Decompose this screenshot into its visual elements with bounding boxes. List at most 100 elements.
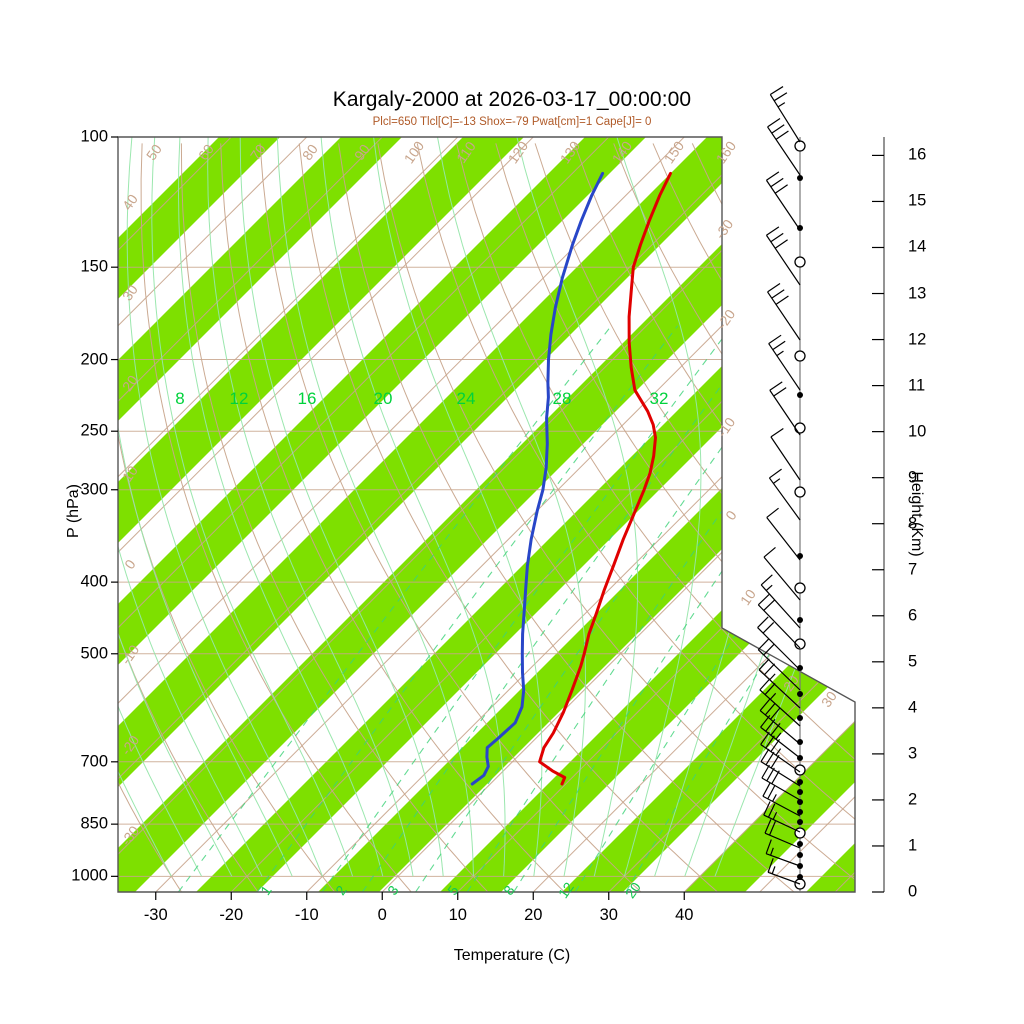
temperature-profile-line <box>538 171 672 786</box>
mid-isotherm-label: 24 <box>457 389 476 408</box>
mixing-ratio-label: 8 <box>500 882 518 898</box>
wind-barb <box>758 658 801 709</box>
wind-barb-column <box>757 86 806 892</box>
page-title: Kargaly-2000 at 2026-03-17_00:00:00 <box>332 88 692 111</box>
mixing-ratio-lines <box>177 325 855 892</box>
temperature-tick-label: -30 <box>143 906 168 924</box>
isotherm-left-label: 40 <box>119 191 141 213</box>
wind-barb <box>759 698 801 745</box>
wind-level-marker <box>797 852 803 858</box>
mid-isotherm-label: 12 <box>230 389 249 408</box>
height-tick-label: 2 <box>908 790 918 809</box>
wind-barb <box>770 428 801 481</box>
wind-level-marker-open <box>794 350 806 362</box>
wind-level-marker <box>797 874 803 880</box>
height-tick-label: 3 <box>908 744 918 763</box>
wind-barb <box>757 593 801 649</box>
wind-level-marker <box>797 809 803 815</box>
wind-barb <box>761 764 801 801</box>
wind-level-marker <box>797 799 803 805</box>
height-tick-label: 13 <box>908 284 927 303</box>
pressure-tick-label: 100 <box>80 127 108 146</box>
wind-barb <box>760 574 801 629</box>
x-axis-label: Temperature (C) <box>453 947 571 964</box>
wind-barb <box>765 226 801 286</box>
wind-level-marker-open <box>794 140 806 152</box>
pressure-tick-label: 300 <box>80 480 108 499</box>
mixing-ratio-label: 1 <box>257 882 275 898</box>
pressure-tick-label: 200 <box>80 350 108 369</box>
mid-isotherm-label: 16 <box>298 389 317 408</box>
wind-barb <box>757 638 801 691</box>
wind-barb <box>767 118 801 176</box>
wind-level-marker <box>797 715 803 721</box>
wind-barb <box>767 858 801 885</box>
dry-adiabat-label: 50 <box>143 141 165 163</box>
wind-level-marker-open <box>794 827 806 839</box>
wind-barb <box>767 283 801 341</box>
wind-barb <box>762 782 801 817</box>
mid-isotherm-label: 28 <box>553 389 572 408</box>
pressure-tick-label: 500 <box>80 644 108 663</box>
height-tick-label: 5 <box>908 652 918 671</box>
wind-barb <box>759 678 801 727</box>
sounding-parameters-subtitle: Plcl=650 Tlcl[C]=-13 Shox=-79 Pwat[cm]=1… <box>372 116 652 128</box>
mid-isotherm-label: 8 <box>175 389 184 408</box>
temperature-tick-label: 10 <box>448 906 467 924</box>
mid-isotherm-label: 20 <box>374 389 393 408</box>
height-tick-label: 11 <box>908 376 926 395</box>
wind-level-marker <box>797 789 803 795</box>
wind-level-marker <box>797 691 803 697</box>
height-tick-label: 16 <box>908 145 927 164</box>
pressure-tick-label: 250 <box>80 421 108 440</box>
height-tick-label: 8 <box>908 514 918 533</box>
height-tick-label: 0 <box>908 882 918 901</box>
wind-level-marker <box>797 819 803 825</box>
temperature-tick-label: -20 <box>219 906 244 924</box>
wind-level-marker-open <box>794 582 806 594</box>
height-tick-label: 4 <box>908 698 918 717</box>
wind-level-marker <box>797 175 803 181</box>
height-tick-label: 12 <box>908 330 927 349</box>
pressure-tick-label: 700 <box>80 752 108 771</box>
isotherm-right-label: -30 <box>712 216 737 242</box>
temperature-tick-label: 30 <box>599 906 618 924</box>
dry-adiabat-label: 100 <box>401 138 428 166</box>
temperature-tick-label: -10 <box>294 906 319 924</box>
pressure-tick-label: 150 <box>80 257 108 276</box>
height-tick-label: 1 <box>908 836 918 855</box>
isotherm-right-label: -20 <box>714 306 739 332</box>
mixing-ratio-label: 3 <box>384 882 402 898</box>
mid-isotherm-label: 32 <box>650 389 669 408</box>
temperature-tick-label: 0 <box>377 906 387 924</box>
wind-barb <box>764 819 801 849</box>
height-tick-label: 6 <box>908 606 918 625</box>
height-tick-label: 15 <box>908 191 927 210</box>
wind-level-marker <box>797 392 803 398</box>
pressure-tick-label: 400 <box>80 572 108 591</box>
plot-frame <box>111 136 885 900</box>
isotherm-right-label: 0 <box>722 507 740 523</box>
dry-adiabat-label: 80 <box>299 141 321 163</box>
wind-barb <box>760 748 801 787</box>
wind-level-marker-open <box>794 638 806 650</box>
wind-level-marker <box>797 665 803 671</box>
wind-barb <box>763 801 801 833</box>
wind-barb <box>768 334 801 391</box>
wind-level-marker-open <box>794 764 806 776</box>
pressure-tick-label: 850 <box>80 814 108 833</box>
dewpoint-profile-line <box>470 171 605 786</box>
height-tick-label: 7 <box>908 560 918 579</box>
wind-level-marker <box>797 841 803 847</box>
wind-level-marker <box>797 225 803 231</box>
temperature-tick-label: 20 <box>524 906 543 924</box>
wind-barb <box>769 381 801 436</box>
wind-barb <box>768 468 801 521</box>
wind-level-marker-open <box>794 256 806 268</box>
pressure-tick-label: 1000 <box>71 866 108 885</box>
height-tick-label: 14 <box>908 237 927 256</box>
temperature-tick-label: 40 <box>675 906 694 924</box>
wind-level-marker <box>797 617 803 623</box>
